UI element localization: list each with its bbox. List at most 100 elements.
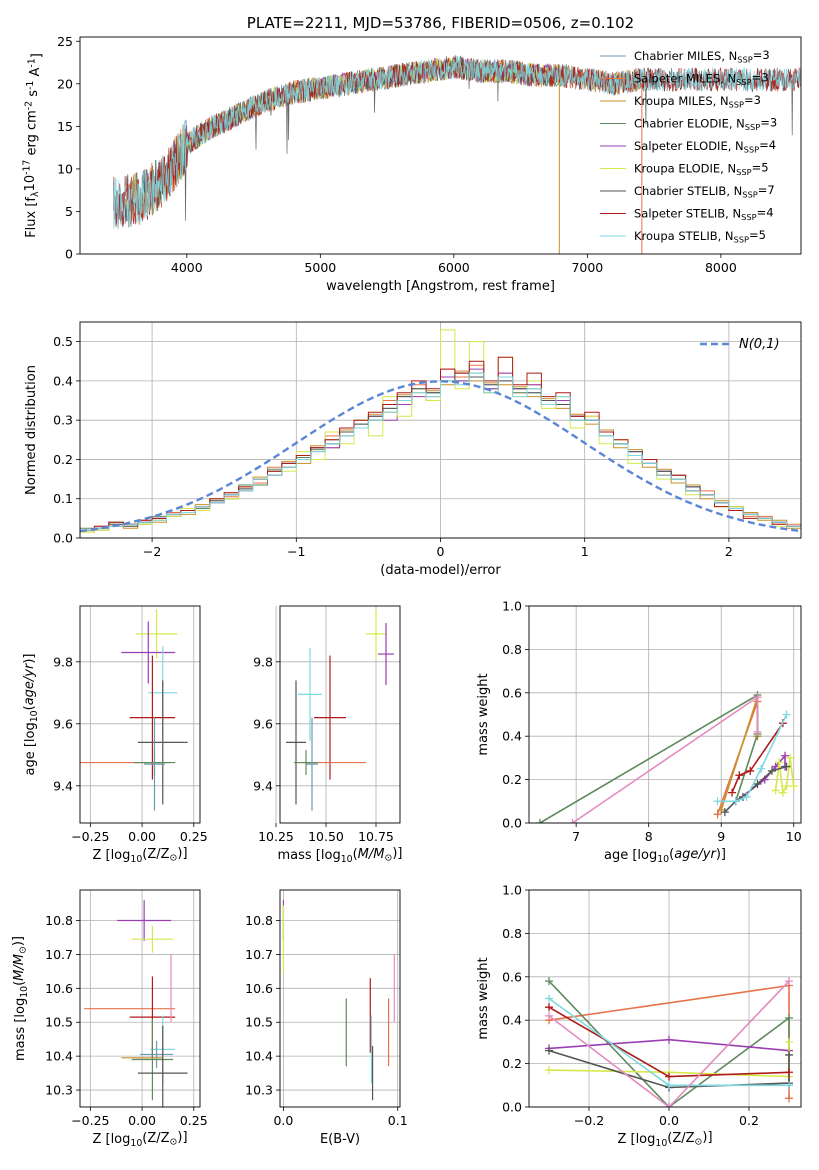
x-axis-label: (data-model)/error	[380, 563, 501, 578]
axes-frame	[528, 605, 802, 824]
x-tick-label: 2	[725, 544, 733, 559]
weight-marker	[785, 1050, 793, 1059]
weight-marker	[731, 797, 740, 806]
y-tick-label: 0.6	[502, 685, 522, 700]
weight-marker	[757, 764, 766, 773]
weight-marker	[785, 1081, 793, 1090]
weight-marker	[735, 771, 744, 780]
y-tick-label: 0.4	[502, 729, 522, 744]
weight-marker	[753, 779, 762, 788]
data-point	[131, 1018, 174, 1101]
data-point	[121, 621, 176, 684]
weight-marker	[785, 1014, 793, 1023]
legend-label: Salpeter MILES, NSSP​=3	[634, 71, 769, 87]
legend-label: N(0,1)	[739, 337, 780, 352]
x-axis-label: wavelength [Angstrom, rest frame]	[326, 279, 555, 294]
weight-marker	[535, 819, 544, 823]
x-tick-label: 10.25	[258, 829, 294, 844]
y-tick-label: 10.6	[45, 981, 73, 996]
legend-label: Chabrier MILES, NSSP​=3	[634, 48, 770, 64]
x-tick-label: 7	[572, 829, 580, 844]
y-tick-label: 9.8	[53, 654, 73, 669]
legend-label: Chabrier ELODIE, NSSP​=3	[634, 116, 777, 132]
y-tick-label: 10.7	[45, 947, 73, 962]
weight-marker	[785, 1037, 793, 1046]
y-tick-label: 0.1	[53, 491, 73, 506]
y-tick-label: 5	[65, 204, 73, 219]
plot-area-ebv_vs_mass	[282, 900, 395, 1101]
x-tick-label: −2	[143, 544, 161, 559]
x-tick-label: 0.1	[388, 1113, 408, 1128]
weight-marker	[568, 819, 577, 823]
weight-marker	[785, 1068, 793, 1077]
x-axis-label: mass [log10​(M/M⊙​)]	[278, 846, 403, 865]
axes-frame	[279, 889, 401, 1108]
x-tick-label: 8	[645, 829, 653, 844]
weight-marker	[713, 797, 722, 806]
y-tick-label: 0	[65, 247, 73, 262]
x-tick-label: −0.25	[71, 829, 109, 844]
y-tick-label: 10.8	[245, 913, 273, 928]
plot-area-residuals	[80, 329, 801, 538]
x-axis-label: Z [log10​(Z/Z⊙​)]	[92, 846, 187, 865]
axes-age_vs_weight: 7 8 9 10 0.0 0.2 0.4 0.6 0.8 1.0 age [log10​(age/y…	[476, 599, 802, 865]
y-axis-label: Flux [fλ​10-17​ erg cm-2​ s-1​ A-1​]	[22, 53, 45, 238]
axes-residuals: −2 −1 0 1 2 0.0 0.1 0.2 0.3 0.4 0.5 (data-model)/er…	[24, 321, 802, 578]
axes-z_vs_mass: −0.25 0.00 0.25 10.3 10.4 10.5 10.6 10.7 10.8 Z […	[11, 889, 208, 1149]
weight-marker	[545, 1003, 553, 1012]
data-point	[137, 1025, 188, 1107]
y-tick-label: 9.6	[53, 716, 73, 731]
y-tick-label: 10.6	[245, 981, 273, 996]
y-tick-label: 10.5	[245, 1015, 273, 1030]
axes-mass_vs_age: 10.25 10.50 10.75 9.4 9.6 9.8 mass [log10​(M/M…	[253, 605, 403, 865]
data-point	[135, 609, 178, 659]
y-tick-label: 10.4	[45, 1049, 73, 1064]
y-axis-label: Normed distribution	[24, 365, 39, 495]
y-axis-label: age [log10​(age/yr)]	[22, 653, 40, 775]
data-point	[378, 623, 394, 686]
weight-marker	[746, 766, 755, 775]
axes-frame	[79, 889, 201, 1108]
y-tick-label: 10.3	[245, 1083, 273, 1098]
data-point	[298, 647, 322, 741]
weight-series-line	[731, 722, 784, 793]
x-axis-label: Z [log10​(Z/Z⊙​)]	[92, 1130, 187, 1149]
weight-marker	[782, 762, 791, 771]
y-tick-label: 10.4	[245, 1049, 273, 1064]
weight-marker	[785, 1094, 793, 1103]
axes-z_vs_weight: −0.2 0.0 0.2 0.0 0.2 0.4 0.6 0.8 1.0 Z [log10​(Z/…	[476, 883, 802, 1149]
data-point	[306, 717, 318, 811]
y-tick-label: 9.4	[253, 778, 273, 793]
x-axis-label: age [log10​(age/yr)]	[604, 847, 726, 865]
plot-area-spectrum	[113, 55, 801, 254]
x-tick-label: 0	[437, 544, 445, 559]
x-tick-label: 7000	[571, 260, 603, 275]
axes-frame	[528, 889, 802, 1108]
y-tick-label: 20	[57, 76, 73, 91]
y-axis-label: mass weight	[476, 957, 491, 1039]
x-tick-label: 4000	[171, 260, 203, 275]
weight-marker	[778, 788, 787, 797]
x-tick-label: 5000	[304, 260, 336, 275]
weight-marker	[713, 810, 722, 819]
weight-marker	[786, 753, 795, 762]
y-tick-label: 10.8	[45, 913, 73, 928]
weight-marker	[753, 693, 762, 702]
legend-label: Kroupa STELIB, NSSP​=5	[634, 228, 766, 244]
x-tick-label: 10.50	[308, 829, 344, 844]
spectrum-series-line	[113, 55, 801, 230]
axes-z_vs_age: −0.25 0.00 0.25 9.4 9.6 9.8 Z [log10​(Z/Z⊙​)] a…	[22, 605, 208, 865]
y-tick-label: 15	[57, 119, 73, 134]
y-tick-label: 0.5	[53, 334, 73, 349]
legend-label: Kroupa ELODIE, NSSP​=5	[634, 161, 769, 177]
x-tick-label: −0.25	[71, 1113, 109, 1128]
x-tick-label: 0.0	[273, 1113, 293, 1128]
y-axis-label: mass weight	[476, 673, 491, 755]
x-tick-label: 0.25	[180, 1113, 208, 1128]
y-tick-label: 10.7	[245, 947, 273, 962]
weight-series-line	[572, 695, 759, 823]
x-tick-label: 10	[786, 829, 802, 844]
weight-marker	[771, 786, 780, 795]
y-tick-label: 0.2	[502, 1056, 522, 1071]
chart-title: PLATE=2211, MJD=53786, FIBERID=0506, z=0…	[247, 14, 634, 32]
